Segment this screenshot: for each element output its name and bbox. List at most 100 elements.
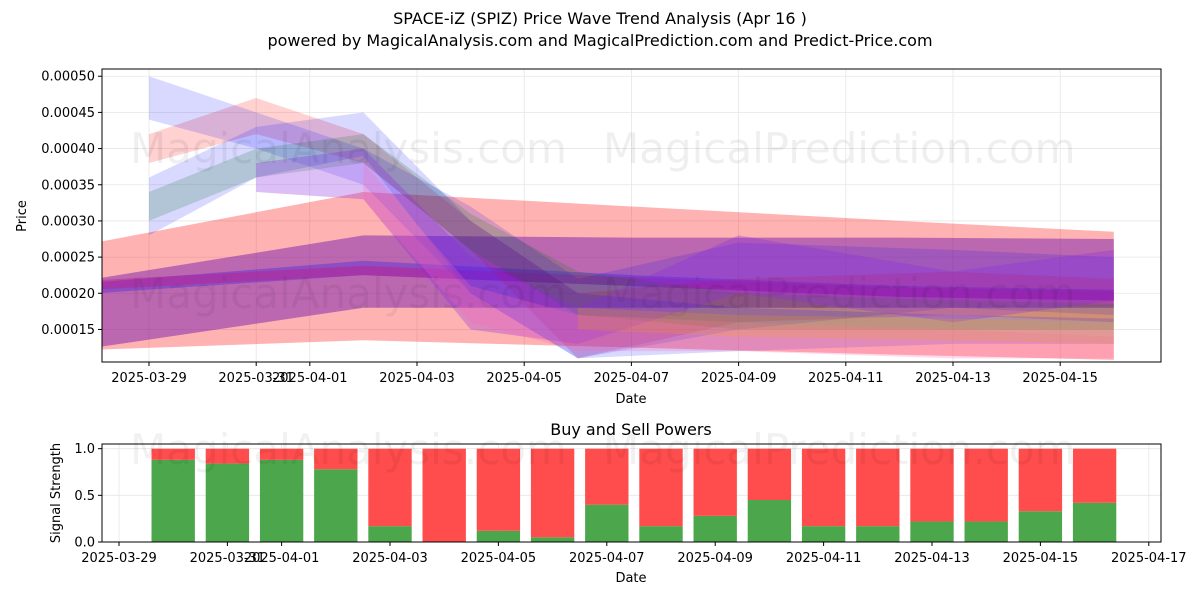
buy-bar [747, 500, 792, 542]
price-y-tick-label: 0.00025 [41, 251, 95, 266]
sell-bar [368, 448, 412, 527]
sell-bar [422, 448, 466, 542]
wave-band [363, 163, 1114, 359]
watermark-right: MagicalPrediction.com [603, 124, 1076, 173]
wave-band [149, 76, 1114, 359]
buy-bar [205, 463, 250, 542]
signal-x-tick-label: 2025-04-03 [352, 551, 428, 566]
sell-bar [259, 448, 304, 460]
price-x-tick-label: 2025-04-13 [915, 371, 991, 386]
price-x-tick-label: 2025-04-01 [272, 371, 348, 386]
watermark-right-2: MagicalPrediction.com [603, 269, 1076, 318]
sell-bar [910, 448, 954, 522]
sell-bar [693, 448, 737, 516]
sell-bar [1018, 448, 1063, 512]
sell-bar [314, 448, 358, 470]
signal-x-tick-label: 2025-03-29 [81, 551, 157, 566]
sell-bar [530, 448, 575, 538]
buy-bar [1018, 511, 1063, 542]
signal-x-tick-label: 2025-04-07 [569, 551, 645, 566]
signal-x-tick-label: 2025-04-11 [786, 551, 862, 566]
price-y-tick-label: 0.00050 [41, 70, 95, 85]
buy-bar [530, 537, 575, 542]
price-y-tick-label: 0.00015 [41, 323, 95, 338]
wave-band [256, 148, 1114, 344]
signal-x-tick-label: 2025-04-17 [1111, 551, 1187, 566]
price-x-tick-label: 2025-04-03 [379, 371, 455, 386]
wave-band [102, 191, 1114, 360]
price-x-tick-label: 2025-03-31 [218, 371, 294, 386]
sell-bar [1072, 448, 1117, 503]
price-y-tick-label: 0.00045 [41, 106, 95, 121]
watermark-left: MagicalAnalysis.com [130, 124, 567, 173]
price-x-tick-label: 2025-04-15 [1022, 371, 1098, 386]
price-y-label: Price [15, 200, 30, 232]
sell-bar [151, 448, 195, 460]
signal-y-tick-label: 0.0 [74, 536, 95, 551]
price-x-tick-label: 2025-04-07 [594, 371, 670, 386]
price-plot: MagicalAnalysis.com MagicalPrediction.co… [15, 68, 1162, 407]
price-y-tick-label: 0.00020 [41, 287, 95, 302]
buy-bar [801, 526, 846, 542]
sell-bar [585, 448, 629, 505]
price-grid [102, 69, 1161, 362]
signal-x-tick-label: 2025-04-15 [1003, 551, 1079, 566]
buy-bar [476, 530, 521, 542]
buy-bar [639, 526, 683, 542]
signal-x-tick-label: 2025-04-09 [677, 551, 753, 566]
signal-x-tick-label: 2025-03-31 [190, 551, 266, 566]
buy-bar [910, 521, 954, 542]
signal-x-tick-label: 2025-04-01 [244, 551, 320, 566]
wave-band [577, 307, 1114, 344]
sell-bar [639, 448, 683, 527]
price-x-tick-label: 2025-04-11 [808, 371, 884, 386]
watermark-left-2: MagicalAnalysis.com [130, 269, 567, 318]
buy-bar [314, 469, 358, 542]
price-x-tick-label: 2025-03-29 [111, 371, 187, 386]
signal-title: Buy and Sell Powers [550, 420, 712, 439]
wave-band [149, 97, 1114, 359]
signal-y-ticks: 0.0 0.5 1.0 [74, 442, 102, 551]
watermark-right-3: MagicalPrediction.com [603, 425, 1076, 474]
chart-subtitle: powered by MagicalAnalysis.com and Magic… [267, 31, 933, 50]
price-x-tick-label: 2025-04-09 [701, 371, 777, 386]
price-y-tick-label: 0.00030 [41, 214, 95, 229]
buy-bar [151, 459, 195, 542]
buy-bar [964, 521, 1008, 542]
buy-bar [368, 526, 412, 542]
signal-x-tick-label: 2025-04-13 [894, 551, 970, 566]
watermark-left-3: MagicalAnalysis.com [130, 425, 567, 474]
chart-title: SPACE-iZ (SPIZ) Price Wave Trend Analysi… [393, 9, 807, 28]
price-x-tick-label: 2025-04-05 [486, 371, 562, 386]
price-y-tick-label: 0.00035 [41, 178, 95, 193]
price-x-label: Date [615, 392, 646, 407]
wave-band [149, 134, 1114, 330]
price-y-tick-label: 0.00040 [41, 142, 95, 157]
buy-bar [585, 504, 629, 542]
sell-bar [205, 448, 250, 464]
wave-band [149, 112, 1114, 359]
sell-bar [801, 448, 846, 527]
price-bands [102, 76, 1114, 360]
signal-bars [151, 448, 1117, 542]
wave-band [102, 235, 1114, 347]
signal-plot-frame [101, 443, 1162, 543]
wave-band [102, 260, 1114, 301]
price-y-ticks: 0.00015 0.00020 0.00025 0.00030 0.00035 0.000… [41, 70, 102, 338]
sell-bar [964, 448, 1008, 522]
buy-bar [259, 459, 304, 542]
buy-bar [1072, 502, 1117, 542]
buy-bar [856, 526, 900, 542]
signal-y-label: Signal Strength [49, 443, 64, 543]
signal-x-label: Date [615, 571, 646, 586]
signal-y-tick-label: 1.0 [74, 442, 95, 457]
sell-bar [476, 448, 521, 531]
wave-band [102, 265, 1114, 301]
signal-plot: Buy and Sell Powers MagicalAnalysis.com … [49, 420, 1187, 586]
sell-bar [856, 448, 900, 527]
buy-bar [693, 515, 737, 542]
sell-bar [747, 448, 792, 500]
